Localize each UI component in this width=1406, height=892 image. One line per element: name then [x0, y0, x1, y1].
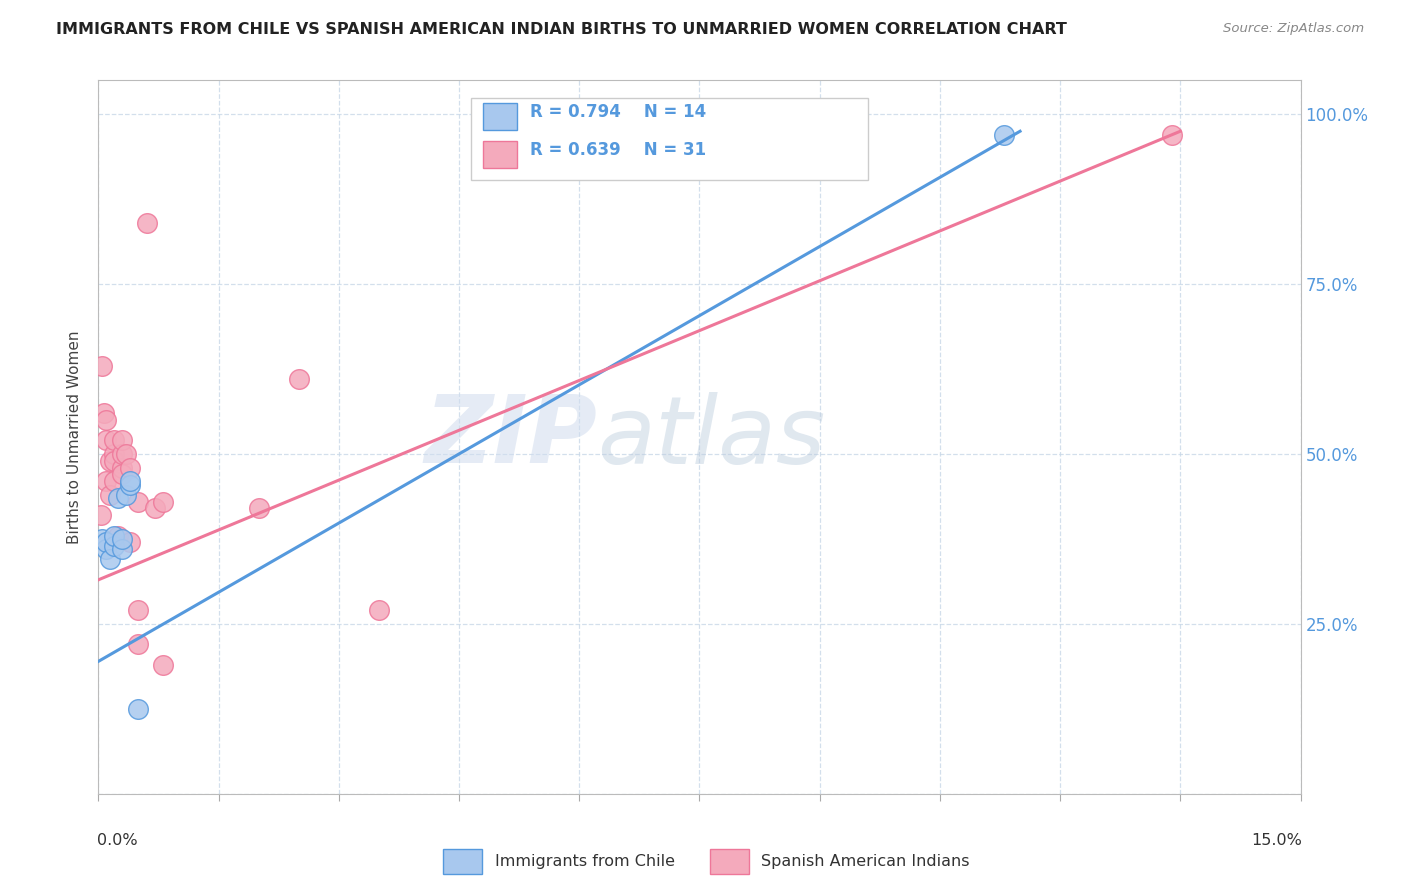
Text: R = 0.639    N = 31: R = 0.639 N = 31: [530, 141, 706, 159]
Point: [96, 535, 118, 549]
Point: [90, 508, 112, 523]
Point: [111, 467, 134, 482]
Point: [103, 539, 125, 553]
Point: [128, 494, 150, 508]
Text: Spanish American Indians: Spanish American Indians: [761, 855, 969, 869]
Point: [103, 475, 125, 489]
Point: [103, 454, 125, 468]
Point: [111, 434, 134, 448]
Point: [288, 372, 311, 386]
Point: [128, 603, 150, 617]
Point: [103, 447, 125, 461]
Y-axis label: Births to Unmarried Women: Births to Unmarried Women: [67, 330, 83, 544]
Text: 0.0%: 0.0%: [97, 833, 138, 848]
Point: [128, 637, 150, 651]
Point: [111, 447, 134, 461]
Point: [96, 434, 118, 448]
Text: Immigrants from Chile: Immigrants from Chile: [495, 855, 675, 869]
Point: [135, 216, 157, 230]
Point: [100, 552, 122, 566]
Text: ZIP: ZIP: [425, 391, 598, 483]
Point: [96, 413, 118, 427]
Point: [96, 542, 118, 557]
Point: [100, 454, 122, 468]
Point: [247, 501, 270, 516]
Point: [103, 434, 125, 448]
Text: IMMIGRANTS FROM CHILE VS SPANISH AMERICAN INDIAN BIRTHS TO UNMARRIED WOMEN CORRE: IMMIGRANTS FROM CHILE VS SPANISH AMERICA…: [56, 22, 1067, 37]
Point: [91, 359, 114, 373]
Point: [368, 603, 391, 617]
Point: [993, 128, 1015, 142]
Point: [115, 488, 138, 502]
Text: 15.0%: 15.0%: [1251, 833, 1302, 848]
Point: [120, 460, 142, 475]
Point: [111, 532, 134, 546]
Point: [107, 528, 129, 542]
Point: [152, 657, 174, 672]
Point: [120, 477, 142, 491]
Point: [91, 532, 114, 546]
Point: [115, 447, 138, 461]
Point: [128, 702, 150, 716]
Text: R = 0.794    N = 14: R = 0.794 N = 14: [530, 103, 706, 121]
Point: [111, 460, 134, 475]
Point: [93, 406, 115, 420]
Point: [111, 542, 134, 557]
Point: [100, 488, 122, 502]
FancyBboxPatch shape: [471, 98, 868, 180]
Text: Source: ZipAtlas.com: Source: ZipAtlas.com: [1223, 22, 1364, 36]
Text: atlas: atlas: [598, 392, 825, 483]
Point: [120, 475, 142, 489]
Point: [1161, 128, 1184, 142]
FancyBboxPatch shape: [484, 141, 517, 168]
Point: [107, 491, 129, 506]
Point: [143, 501, 166, 516]
Point: [120, 535, 142, 549]
FancyBboxPatch shape: [484, 103, 517, 130]
Point: [103, 528, 125, 542]
Point: [152, 494, 174, 508]
Point: [96, 475, 118, 489]
